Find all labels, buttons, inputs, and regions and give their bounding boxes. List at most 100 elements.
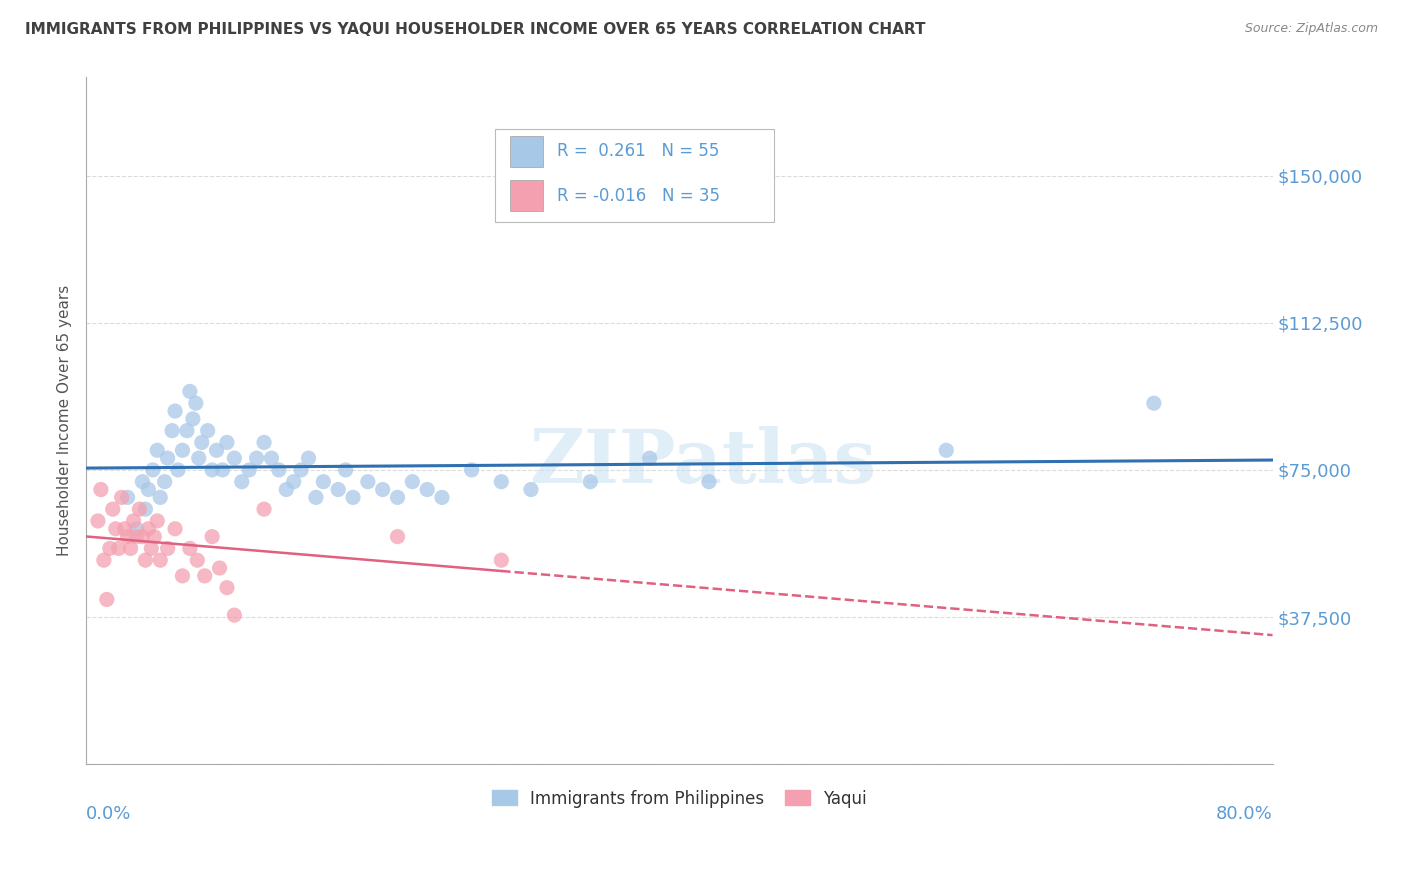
Point (146, 443, 169, 458)
Point (96, 592, 118, 607)
Point (125, 522, 148, 536)
Point (416, 483, 439, 497)
Point (231, 475, 253, 489)
Point (276, 483, 298, 497)
Bar (495, 129, 775, 222)
Point (387, 530, 409, 544)
Text: R =  0.261   N = 55: R = 0.261 N = 55 (557, 143, 720, 161)
Point (131, 475, 153, 489)
Y-axis label: Householder Income Over 65 years: Householder Income Over 65 years (58, 285, 72, 557)
Point (328, 483, 350, 497)
Point (101, 502, 124, 516)
Point (149, 491, 172, 505)
Point (87, 514, 110, 528)
Point (142, 463, 165, 477)
Point (312, 475, 335, 489)
Point (211, 463, 233, 477)
Point (138, 522, 160, 536)
Point (156, 451, 179, 466)
Text: ZIPatlas: ZIPatlas (530, 425, 876, 499)
Legend: Immigrants from Philippines, Yaqui: Immigrants from Philippines, Yaqui (485, 783, 873, 814)
Point (579, 475, 602, 489)
Point (160, 424, 183, 438)
Point (460, 463, 482, 477)
Point (98, 541, 121, 556)
Point (117, 530, 139, 544)
Point (149, 553, 172, 567)
Point (184, 396, 207, 410)
Point (107, 541, 129, 556)
Point (357, 475, 380, 489)
Bar (509, 136, 543, 167)
Point (167, 463, 190, 477)
Point (186, 553, 208, 567)
Point (430, 491, 453, 505)
Point (141, 541, 163, 556)
Point (371, 483, 394, 497)
Point (697, 475, 720, 489)
Point (111, 491, 134, 505)
Point (260, 451, 283, 466)
Point (104, 522, 127, 536)
Point (181, 412, 204, 426)
Point (156, 541, 179, 556)
Text: R = -0.016   N = 35: R = -0.016 N = 35 (557, 187, 720, 205)
Point (201, 530, 224, 544)
Point (253, 435, 276, 450)
Text: 0.0%: 0.0% (86, 805, 131, 823)
Text: Source: ZipAtlas.com: Source: ZipAtlas.com (1244, 22, 1378, 36)
Point (143, 530, 166, 544)
Point (215, 581, 238, 595)
Point (165, 522, 187, 536)
Point (205, 443, 228, 458)
Point (238, 463, 260, 477)
Point (131, 530, 153, 544)
Point (122, 514, 145, 528)
Point (208, 561, 231, 575)
Point (215, 435, 238, 450)
Point (491, 475, 513, 489)
Point (172, 569, 194, 583)
Point (146, 514, 169, 528)
Point (297, 451, 319, 466)
Point (179, 541, 201, 556)
Point (290, 463, 312, 477)
Point (491, 553, 513, 567)
Text: 80.0%: 80.0% (1216, 805, 1272, 823)
Point (134, 553, 156, 567)
Point (305, 491, 328, 505)
Point (134, 502, 156, 516)
Point (138, 483, 160, 497)
Point (179, 384, 201, 399)
Point (224, 608, 246, 623)
Point (201, 463, 224, 477)
Point (246, 451, 269, 466)
Point (638, 451, 661, 466)
Point (120, 541, 142, 556)
Point (1143, 396, 1166, 410)
Point (165, 404, 187, 418)
Point (387, 491, 409, 505)
Point (128, 502, 150, 516)
Point (335, 463, 357, 477)
Bar (509, 180, 543, 211)
Point (190, 435, 212, 450)
Point (117, 491, 139, 505)
Point (935, 443, 957, 458)
Text: IMMIGRANTS FROM PHILIPPINES VS YAQUI HOUSEHOLDER INCOME OVER 65 YEARS CORRELATIO: IMMIGRANTS FROM PHILIPPINES VS YAQUI HOU… (25, 22, 925, 37)
Point (224, 451, 246, 466)
Point (172, 443, 194, 458)
Point (267, 463, 290, 477)
Point (176, 424, 198, 438)
Point (401, 475, 423, 489)
Point (187, 451, 209, 466)
Point (197, 424, 219, 438)
Point (253, 502, 276, 516)
Point (520, 483, 543, 497)
Point (114, 522, 136, 536)
Point (90, 483, 112, 497)
Point (125, 530, 148, 544)
Point (194, 569, 217, 583)
Point (153, 475, 176, 489)
Point (93, 553, 115, 567)
